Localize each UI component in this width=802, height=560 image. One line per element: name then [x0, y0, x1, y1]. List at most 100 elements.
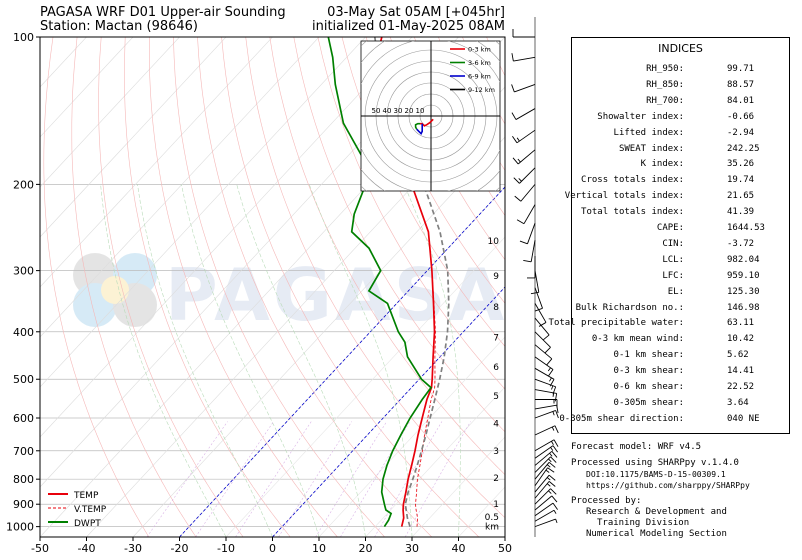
wind-barb: [534, 495, 558, 511]
height-label: 6: [493, 363, 499, 373]
wind-barb: [523, 240, 536, 263]
barb-staff: [534, 481, 550, 499]
barb-staff: [534, 303, 547, 323]
index-label: Total totals index:: [581, 207, 684, 218]
barb-full-flag: [519, 240, 528, 245]
repo-url: https://github.com/sharppy/SHARPpy: [586, 481, 750, 490]
x-tick-label: 0: [269, 542, 276, 555]
barb-half-flag: [551, 385, 554, 390]
isotherm-line: [365, 386, 505, 537]
barb-full-flag: [538, 322, 547, 327]
barb-half-flag: [545, 469, 550, 473]
barb-half-flag: [548, 490, 552, 494]
index-label: Bulk Richardson no.:: [575, 302, 684, 313]
dry-adiabat: [43, 37, 150, 537]
barb-half-flag: [518, 178, 522, 182]
wind-barb: [534, 317, 550, 341]
profile-vtemp: [376, 37, 436, 527]
barb-staff: [534, 439, 555, 452]
index-row: Total totals index: 41.39: [572, 207, 789, 221]
barb-full-flag: [554, 425, 559, 434]
isotherm-line: [272, 286, 505, 537]
wind-barb: [534, 502, 558, 517]
barb-full-flag: [514, 195, 522, 202]
index-label: LCL:: [662, 254, 684, 265]
mixing-ratio-line: [195, 421, 274, 537]
barb-staff: [534, 450, 553, 466]
index-row: K index: 35.26: [572, 159, 789, 173]
wind-barb: [534, 488, 557, 505]
wind-barb: [534, 461, 556, 480]
chart-title-line1: PAGASA WRF D01 Upper-air Sounding: [40, 5, 286, 20]
footer-info: Forecast model: WRF v4.5 Processed using…: [571, 442, 801, 540]
wind-barb: [534, 445, 558, 459]
barb-half-flag: [516, 137, 520, 142]
barb-full-flag: [551, 451, 558, 458]
wind-barb: [534, 518, 558, 528]
legend-label: DWPT: [74, 519, 101, 529]
x-tick-label: 30: [405, 542, 419, 555]
wind-barb: [516, 204, 536, 225]
barb-full-flag: [552, 445, 558, 453]
barb-full-flag: [551, 495, 558, 503]
index-value: 125.30: [727, 286, 760, 297]
wind-barb: [534, 404, 559, 414]
dry-adiabat: [245, 37, 505, 519]
barb-staff: [517, 149, 536, 165]
dry-adiabat: [365, 37, 505, 304]
init-time: initialized 01-May-2025 08AM: [311, 19, 505, 34]
doi: DOI:10.1175/BAMS-D-15-00309.1: [586, 470, 726, 479]
processed-using: Processed using SHARPpy v.1.4.0: [571, 458, 739, 468]
isotherm-line: [40, 37, 227, 238]
hodograph-plot: 50 40 30 20 10: [361, 41, 500, 191]
index-row: Vertical totals index: 21.65: [565, 191, 789, 205]
hodograph-trace: [416, 123, 423, 135]
index-row: Cross totals index: 19.74: [572, 175, 789, 189]
barb-full-flag: [511, 53, 514, 62]
barb-staff: [516, 129, 536, 144]
index-row: LCL: 982.04: [572, 255, 789, 269]
y-tick-label: 200: [13, 178, 34, 191]
hodograph-legend-label: 3-6 km: [468, 59, 491, 67]
wind-barb: [534, 456, 557, 473]
wind-barb: [530, 270, 540, 295]
index-value: 982.04: [727, 254, 760, 265]
index-row: CIN: -3.72: [572, 239, 789, 253]
barb-full-flag: [549, 379, 555, 387]
watermark-text: PAGASA: [165, 253, 507, 337]
index-value: 21.65: [727, 191, 755, 202]
index-value: 14.41: [727, 366, 755, 377]
isotherm-highlight: [179, 186, 505, 537]
wind-barb: [535, 399, 558, 408]
dry-adiabat: [173, 37, 385, 537]
y-tick-label: 300: [13, 265, 34, 278]
dry-adiabat: [293, 37, 505, 433]
x-tick-label: -20: [171, 542, 189, 555]
barb-staff: [534, 445, 554, 459]
isotherm-line: [40, 37, 413, 438]
grid-lines: [40, 37, 505, 537]
height-labels: 10 9 8 7 6 5 4 3 2 1 0.5km: [485, 237, 500, 533]
barb-staff: [534, 404, 557, 410]
y-tick-label: 700: [13, 445, 34, 458]
index-label: Lifted index:: [613, 127, 684, 138]
isotherm-line: [40, 37, 134, 138]
wind-barb: [511, 84, 536, 93]
dry-adiabat: [149, 37, 338, 537]
barb-full-flag: [546, 358, 553, 366]
index-row: LFC: 959.10: [572, 271, 789, 285]
index-row: 0-305m shear direction: 040 NE: [559, 414, 789, 428]
isotherm-line: [318, 336, 505, 537]
chart-title-line2: Station: Mactan (98646): [40, 19, 198, 34]
index-label: Vertical totals index:: [564, 191, 684, 202]
index-value: 3.64: [727, 397, 749, 408]
barb-full-flag: [511, 112, 517, 120]
dry-adiabat: [269, 37, 505, 476]
wind-barb: [534, 378, 557, 395]
wind-barb: [519, 223, 536, 245]
barb-full-flag: [550, 456, 557, 463]
barb-full-flag: [516, 219, 525, 225]
index-label: 0-305m shear:: [613, 397, 684, 408]
barb-half-flag: [549, 452, 553, 457]
barb-half-flag: [549, 377, 552, 382]
